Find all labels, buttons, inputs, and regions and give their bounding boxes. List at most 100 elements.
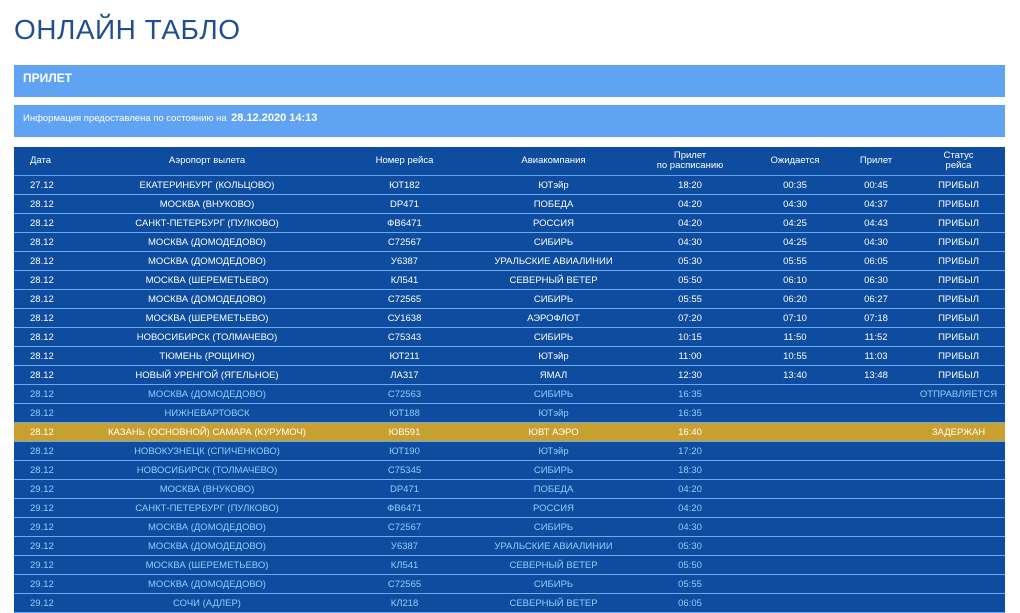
cell-airport: МОСКВА (ДОМОДЕДОВО) [82,536,332,556]
cell-date: 29.12 [14,593,82,613]
cell-expected: 07:10 [750,308,840,328]
cell-arrival: 06:27 [840,289,912,309]
cell-airport: КАЗАНЬ (ОСНОВНОЙ) САМАРА (КУРУМОЧ) [82,422,332,442]
cell-scheduled: 18:30 [630,460,750,480]
cell-arrival: 11:52 [840,327,912,347]
table-row: 29.12 МОСКВА (ДОМОДЕДОВО) С72565 СИБИРЬ 05:5… [14,574,1005,594]
cell-expected: 06:10 [750,270,840,290]
cell-arrival: 00:45 [840,175,912,195]
cell-expected [750,593,840,613]
cell-status: ПРИБЫЛ [912,251,1005,271]
cell-status: ОТПРАВЛЯЕТСЯ [912,384,1005,404]
table-row: 28.12 МОСКВА (ДОМОДЕДОВО) У6387 УРАЛЬСКИЕ А… [14,251,1005,271]
cell-flight: С75343 [332,327,477,347]
cell-flight: DP471 [332,479,477,499]
cell-airline: СИБИРЬ [477,574,630,594]
cell-airline: СИБИРЬ [477,289,630,309]
cell-arrival: 07:18 [840,308,912,328]
cell-airport: МОСКВА (ШЕРЕМЕТЬЕВО) [82,308,332,328]
cell-flight: С72563 [332,384,477,404]
cell-airline: УРАЛЬСКИЕ АВИАЛИНИИ [477,251,630,271]
col-header-status: Статус рейса [912,147,1005,176]
cell-airport: НОВОКУЗНЕЦК (СПИЧЕНКОВО) [82,441,332,461]
cell-airline: ПОБЕДА [477,479,630,499]
cell-date: 28.12 [14,213,82,233]
cell-airport: МОСКВА (ШЕРЕМЕТЬЕВО) [82,270,332,290]
cell-airline: СИБИРЬ [477,460,630,480]
cell-arrival: 04:30 [840,232,912,252]
cell-flight: ЮТ211 [332,346,477,366]
cell-scheduled: 05:50 [630,270,750,290]
cell-date: 28.12 [14,384,82,404]
cell-scheduled: 04:20 [630,479,750,499]
cell-scheduled: 05:55 [630,574,750,594]
cell-scheduled: 04:30 [630,232,750,252]
col-header-airline: Авиакомпания [477,147,630,176]
cell-expected: 06:20 [750,289,840,309]
info-datetime: 28.12.2020 14:13 [231,112,318,124]
cell-status [912,403,1005,423]
col-header-status-line2: рейса [945,160,972,171]
cell-status: ПРИБЫЛ [912,270,1005,290]
cell-expected: 04:30 [750,194,840,214]
cell-airport: НОВОСИБИРСК (ТОЛМАЧЕВО) [82,460,332,480]
col-header-status-line1: Статус [943,150,974,161]
table-row: 28.12 МОСКВА (ШЕРЕМЕТЬЕВО) КЛ541 СЕВЕРНЫЙ В… [14,270,1005,290]
cell-date: 28.12 [14,403,82,423]
cell-airport: НОВОСИБИРСК (ТОЛМАЧЕВО) [82,327,332,347]
board-header-row: Дата Аэропорт вылета Номер рейса Авиаком… [14,147,1005,176]
cell-airport: МОСКВА (ВНУКОВО) [82,194,332,214]
cell-airline: СИБИРЬ [477,384,630,404]
cell-airline: ЮТэйр [477,403,630,423]
cell-expected [750,536,840,556]
cell-flight: СУ1638 [332,308,477,328]
cell-status: ЗАДЕРЖАН [912,422,1005,442]
col-header-airport: Аэропорт вылета [82,147,332,176]
info-label: Информация предоставлена по состоянию на [23,113,227,124]
table-row: 29.12 СОЧИ (АДЛЕР) КЛ218 СЕВЕРНЫЙ ВЕТЕР 06:0… [14,593,1005,613]
cell-arrival [840,593,912,613]
cell-airline: ЮТэйр [477,441,630,461]
cell-arrival [840,403,912,423]
cell-status: ПРИБЫЛ [912,194,1005,214]
cell-date: 27.12 [14,175,82,195]
cell-flight: С72567 [332,232,477,252]
cell-scheduled: 12:30 [630,365,750,385]
cell-flight: КЛ541 [332,270,477,290]
cell-airline: СИБИРЬ [477,232,630,252]
cell-flight: ЮТ182 [332,175,477,195]
cell-arrival: 06:05 [840,251,912,271]
cell-date: 28.12 [14,365,82,385]
cell-airline: ЯМАЛ [477,365,630,385]
col-header-scheduled-line1: Прилет [673,150,707,161]
cell-airport: МОСКВА (ВНУКОВО) [82,479,332,499]
cell-status [912,479,1005,499]
cell-airport: НИЖНЕВАРТОВСК [82,403,332,423]
cell-scheduled: 10:15 [630,327,750,347]
cell-airline: СЕВЕРНЫЙ ВЕТЕР [477,593,630,613]
col-header-expected: Ожидается [750,147,840,176]
table-row: 27.12 ЕКАТЕРИНБУРГ (КОЛЬЦОВО) ЮТ182 ЮТэйр 18… [14,175,1005,195]
cell-flight: ЛА317 [332,365,477,385]
cell-status: ПРИБЫЛ [912,289,1005,309]
table-row: 29.12 МОСКВА (ШЕРЕМЕТЬЕВО) КЛ541 СЕВЕРНЫЙ В… [14,555,1005,575]
cell-date: 29.12 [14,574,82,594]
cell-airport: САНКТ-ПЕТЕРБУРГ (ПУЛКОВО) [82,213,332,233]
table-row: 28.12 НОВОСИБИРСК (ТОЛМАЧЕВО) С75345 СИБИРЬ… [14,460,1005,480]
cell-expected [750,441,840,461]
table-row: 28.12 МОСКВА (ДОМОДЕДОВО) С72563 СИБИРЬ 16:3… [14,384,1005,404]
table-row: 28.12 МОСКВА (ДОМОДЕДОВО) С72567 СИБИРЬ 04:3… [14,232,1005,252]
cell-scheduled: 18:20 [630,175,750,195]
cell-expected: 05:55 [750,251,840,271]
cell-arrival [840,574,912,594]
table-row: 29.12 МОСКВА (ВНУКОВО) DP471 ПОБЕДА 04:20 [14,479,1005,499]
table-row: 28.12 МОСКВА (ШЕРЕМЕТЬЕВО) СУ1638 АЭРОФЛОТ 0… [14,308,1005,328]
cell-expected: 00:35 [750,175,840,195]
cell-flight: КЛ541 [332,555,477,575]
cell-airline: РОССИЯ [477,498,630,518]
table-row: 28.12 ТЮМЕНЬ (РОЩИНО) ЮТ211 ЮТэйр 11:00 10:55… [14,346,1005,366]
cell-airport: ТЮМЕНЬ (РОЩИНО) [82,346,332,366]
cell-status [912,593,1005,613]
cell-flight: ЮВ591 [332,422,477,442]
cell-flight: С72567 [332,517,477,537]
